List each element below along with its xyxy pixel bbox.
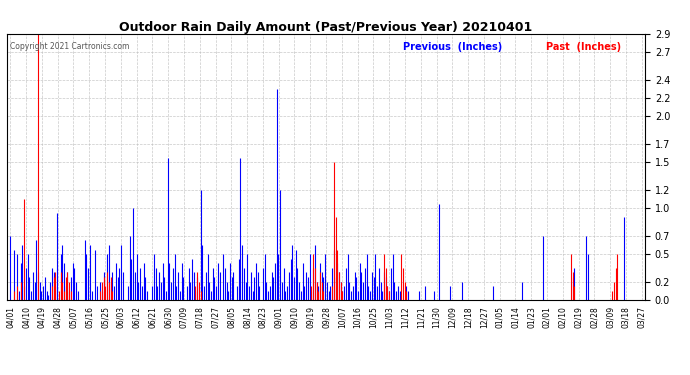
Text: Past  (Inches): Past (Inches) <box>546 42 622 52</box>
Text: Copyright 2021 Cartronics.com: Copyright 2021 Cartronics.com <box>10 42 130 51</box>
Title: Outdoor Rain Daily Amount (Past/Previous Year) 20210401: Outdoor Rain Daily Amount (Past/Previous… <box>119 21 533 34</box>
Text: Previous  (Inches): Previous (Inches) <box>403 42 502 52</box>
